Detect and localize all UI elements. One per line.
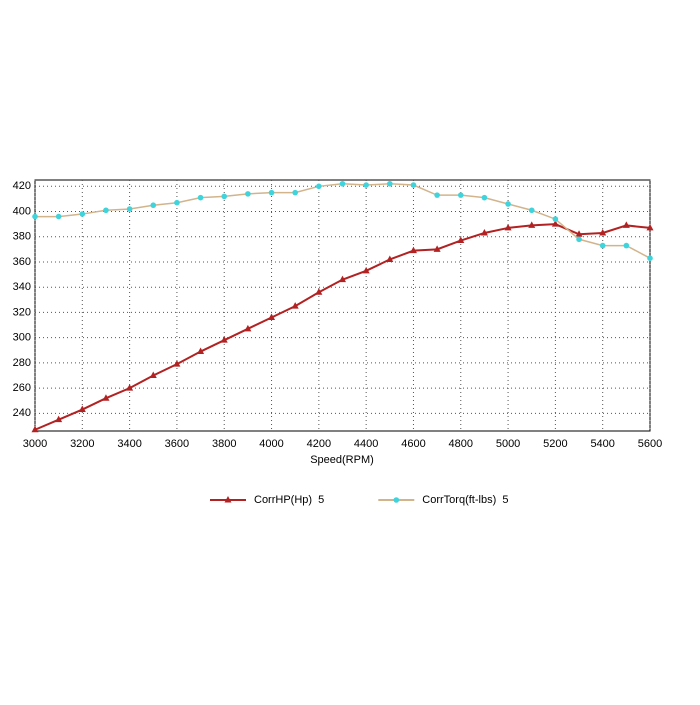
x-tick-label: 3600: [165, 438, 189, 450]
y-tick-label: 260: [13, 382, 31, 394]
point-marker: [126, 206, 133, 212]
x-tick-label: 4400: [354, 438, 378, 450]
y-tick-label: 420: [13, 180, 31, 192]
x-tick-label: 3400: [117, 438, 141, 450]
y-tick-label: 300: [13, 332, 31, 344]
y-tick-label: 400: [13, 205, 31, 217]
point-marker: [363, 182, 369, 188]
point-marker: [149, 371, 157, 379]
point-marker: [316, 183, 322, 190]
point-marker: [78, 405, 86, 413]
x-tick-label: 4000: [259, 438, 283, 450]
point-marker: [457, 236, 465, 244]
point-marker: [150, 202, 157, 209]
x-axis-label: Speed(RPM): [310, 454, 374, 466]
point-marker: [244, 324, 252, 332]
legend-label: CorrTorq(ft-lbs) 5: [422, 494, 508, 506]
point-marker: [220, 336, 228, 343]
point-marker: [55, 415, 63, 423]
point-marker: [457, 192, 464, 198]
point-marker: [173, 360, 181, 367]
point-marker: [575, 230, 583, 237]
point-marker: [315, 288, 323, 295]
x-tick-label: 3200: [70, 438, 94, 450]
point-marker: [623, 242, 630, 249]
point-marker: [599, 242, 606, 249]
y-tick-label: 240: [13, 407, 31, 419]
plot-area: [34, 179, 651, 432]
point-marker: [646, 223, 654, 231]
legend-marker: [224, 496, 232, 503]
y-tick-label: 380: [13, 231, 31, 243]
point-marker: [339, 275, 346, 283]
point-marker: [505, 201, 511, 207]
point-marker: [552, 216, 559, 222]
x-tick-label: 3000: [23, 438, 47, 450]
point-marker: [622, 221, 630, 228]
point-marker: [31, 425, 39, 433]
x-tick-label: 5000: [496, 438, 520, 450]
point-marker: [268, 189, 275, 196]
point-marker: [197, 347, 205, 355]
x-tick-label: 5200: [543, 438, 567, 450]
point-marker: [79, 211, 86, 217]
point-marker: [339, 180, 346, 187]
x-tick-label: 4600: [401, 438, 425, 450]
point-marker: [197, 194, 204, 201]
point-marker: [103, 207, 109, 214]
point-marker: [576, 236, 582, 243]
point-marker: [292, 189, 298, 196]
point-marker: [32, 213, 38, 220]
point-marker: [387, 180, 393, 187]
point-marker: [504, 223, 512, 231]
point-marker: [221, 193, 228, 200]
point-marker: [551, 220, 559, 227]
y-tick-label: 340: [13, 281, 31, 293]
point-marker: [291, 302, 299, 309]
point-marker: [481, 194, 488, 201]
point-marker: [102, 394, 110, 401]
point-marker: [268, 313, 276, 320]
point-marker: [386, 255, 394, 262]
point-marker: [55, 213, 62, 220]
x-tick-label: 3800: [212, 438, 236, 450]
point-marker: [245, 191, 251, 197]
point-marker: [480, 228, 488, 236]
legend-label: CorrHP(Hp) 5: [254, 494, 324, 506]
point-marker: [433, 245, 441, 252]
point-marker: [434, 192, 440, 198]
y-tick-label: 360: [13, 256, 31, 268]
x-tick-label: 4800: [449, 438, 473, 450]
point-marker: [410, 182, 417, 188]
x-tick-label: 4200: [307, 438, 331, 450]
point-marker: [126, 384, 134, 391]
point-marker: [528, 221, 536, 228]
point-marker: [409, 246, 417, 254]
point-marker: [174, 199, 180, 206]
y-tick-label: 320: [13, 306, 31, 318]
x-tick-label: 5400: [590, 438, 614, 450]
y-tick-label: 280: [13, 357, 31, 369]
point-marker: [528, 207, 535, 214]
point-marker: [599, 228, 607, 236]
legend-marker: [393, 497, 400, 503]
point-marker: [362, 266, 370, 274]
x-tick-label: 5600: [638, 438, 662, 450]
point-marker: [647, 255, 653, 262]
